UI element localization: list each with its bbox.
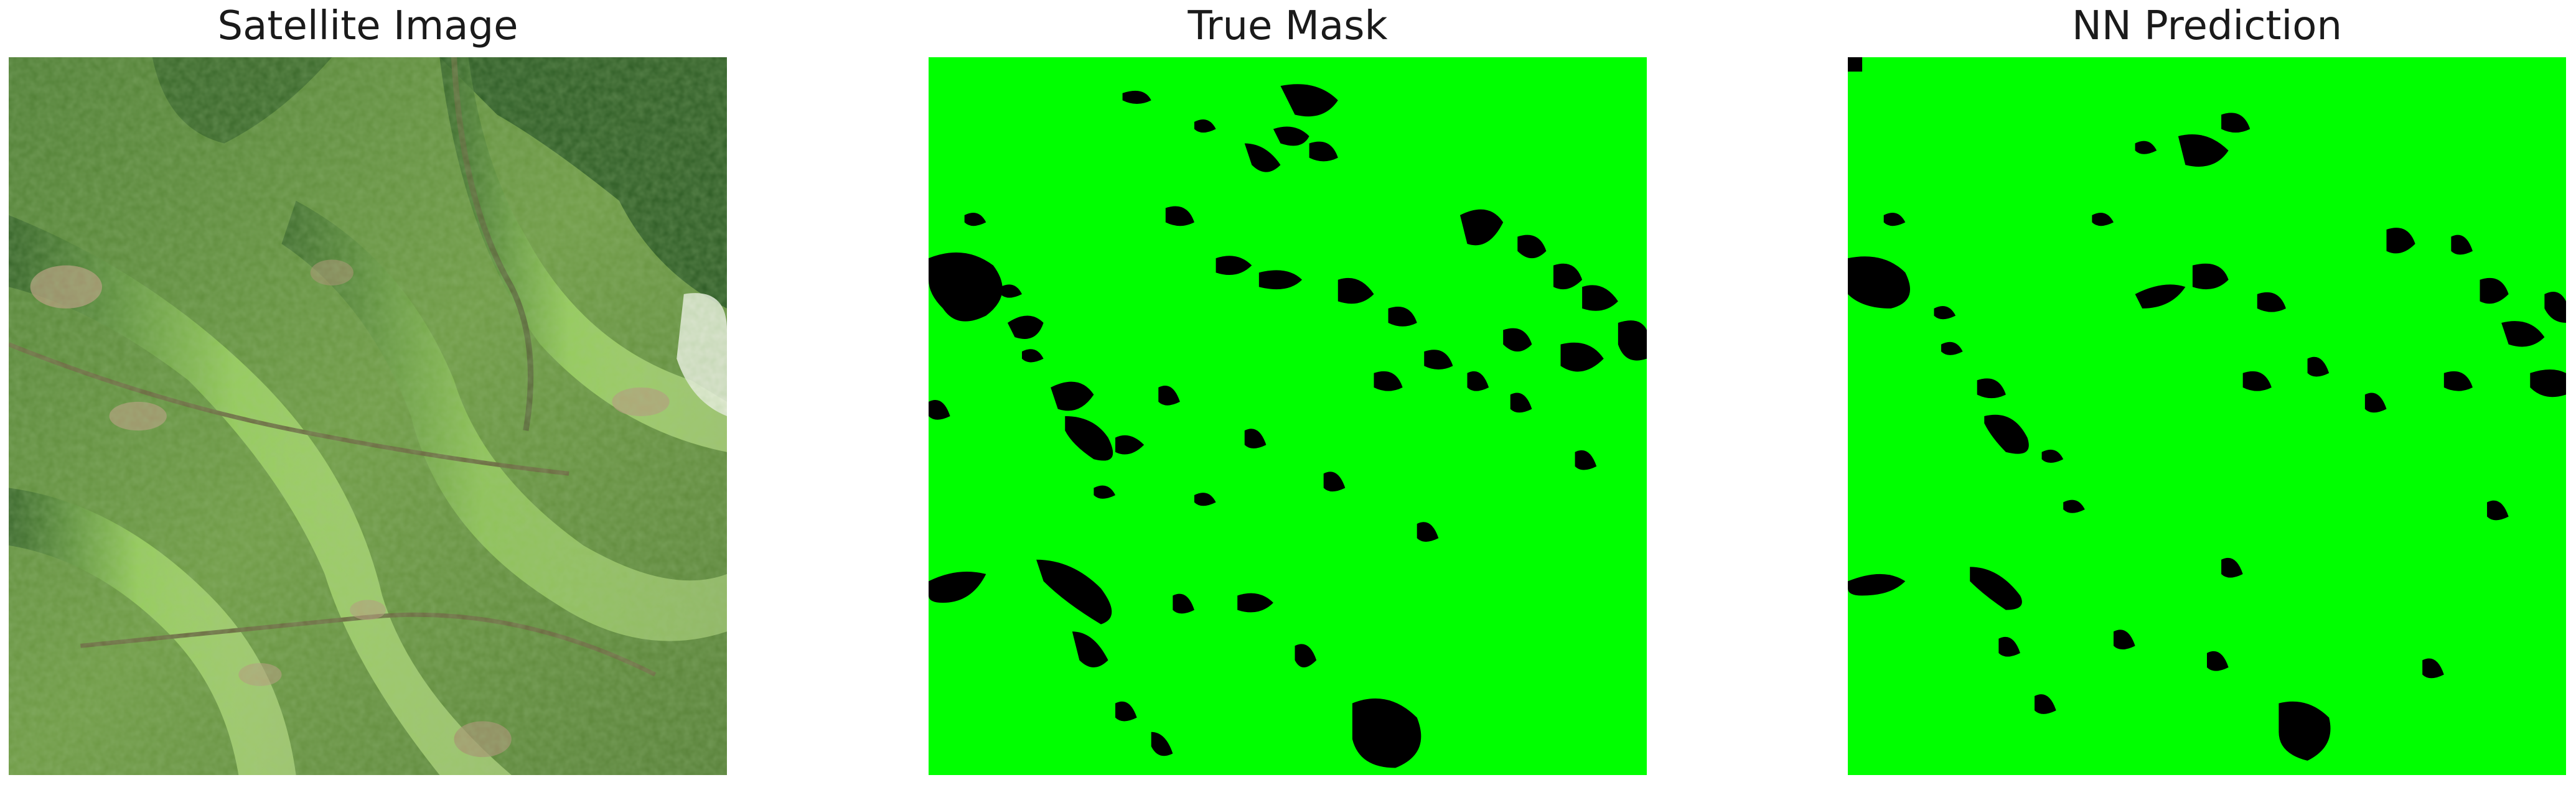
- mask-background-blobs: [929, 84, 1647, 768]
- terrain-texture: [9, 57, 727, 775]
- satellite-panel: Satellite Image: [9, 0, 727, 785]
- satellite-image-svg: [9, 57, 727, 775]
- nn-prediction-title: NN Prediction: [2071, 3, 2343, 49]
- mask-foreground: [929, 57, 1647, 775]
- satellite-image: [9, 57, 727, 775]
- nn-prediction-panel: NN Prediction: [1848, 0, 2566, 785]
- mask-background-blobs: [1848, 57, 2566, 761]
- nn-prediction-svg: [1848, 57, 2566, 775]
- true-mask-title: True Mask: [1187, 3, 1388, 49]
- true-mask-svg: [929, 57, 1647, 775]
- true-mask-panel: True Mask: [929, 0, 1647, 785]
- satellite-image-title: Satellite Image: [217, 3, 518, 49]
- true-mask-image: [929, 57, 1647, 775]
- nn-prediction-image: [1848, 57, 2566, 775]
